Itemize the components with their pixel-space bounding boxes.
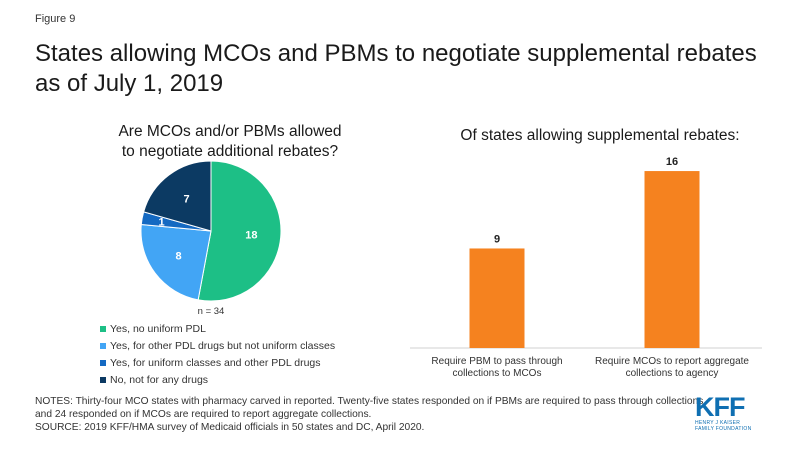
page-title: States allowing MCOs and PBMs to negotia… bbox=[35, 40, 757, 97]
logo-subtitle-1: HENRY J KAISER bbox=[695, 420, 741, 426]
pie-slice-label: 1 bbox=[158, 217, 164, 229]
bar-category-label: collections to agency bbox=[626, 368, 719, 379]
legend-item: No, not for any drugs bbox=[100, 371, 335, 388]
legend-swatch bbox=[100, 376, 106, 383]
bar bbox=[644, 171, 700, 348]
bar-category-label: Require PBM to pass through bbox=[431, 356, 562, 367]
legend-label: Yes, no uniform PDL bbox=[110, 322, 206, 335]
pie-sample-size: n = 34 bbox=[198, 306, 225, 317]
pie-legend: Yes, no uniform PDL Yes, for other PDL dr… bbox=[100, 320, 335, 388]
bar-value-label: 16 bbox=[666, 156, 678, 168]
bar bbox=[469, 248, 525, 348]
pie-slice bbox=[140, 223, 212, 301]
pie-slice-label: 18 bbox=[245, 230, 257, 242]
legend-label: Yes, for uniform classes and other PDL d… bbox=[110, 356, 321, 369]
pie-slice-label: 8 bbox=[176, 251, 182, 263]
legend-swatch bbox=[100, 325, 106, 332]
bar-category-label: Require MCOs to report aggregate bbox=[595, 356, 749, 367]
legend-label: Yes, for other PDL drugs but not uniform… bbox=[110, 339, 336, 352]
pie-slice-label: 7 bbox=[183, 194, 189, 206]
legend-item: Yes, no uniform PDL bbox=[100, 320, 335, 337]
kff-logo: KFF HENRY J KAISER FAMILY FOUNDATION bbox=[695, 392, 775, 433]
legend-label: No, not for any drugs bbox=[110, 373, 209, 386]
notes-line-1: NOTES: Thirty-four MCO states with pharm… bbox=[35, 396, 704, 407]
legend-item: Yes, for other PDL drugs but not uniform… bbox=[100, 337, 335, 354]
pie-slice bbox=[143, 160, 212, 232]
legend-swatch bbox=[100, 359, 106, 366]
logo-wordmark: KFF bbox=[695, 392, 745, 422]
pie-chart-title: Are MCOs and/or PBMs allowed to negotiat… bbox=[118, 123, 342, 160]
figure-label: Figure 9 bbox=[35, 13, 76, 25]
logo-subtitle-2: FAMILY FOUNDATION bbox=[695, 426, 752, 432]
notes-line-2: and 24 responded on if MCOs are required… bbox=[35, 409, 372, 420]
bar-value-label: 9 bbox=[494, 233, 500, 245]
bar-category-label: collections to MCOs bbox=[453, 368, 542, 379]
legend-item: Yes, for uniform classes and other PDL d… bbox=[100, 354, 335, 371]
footnotes: NOTES: Thirty-four MCO states with pharm… bbox=[35, 395, 704, 434]
source-line: SOURCE: 2019 KFF/HMA survey of Medicaid … bbox=[35, 422, 425, 433]
bar-chart-title: Of states allowing supplemental rebates: bbox=[460, 127, 740, 144]
pie-slice bbox=[197, 160, 282, 302]
legend-swatch bbox=[100, 342, 106, 349]
